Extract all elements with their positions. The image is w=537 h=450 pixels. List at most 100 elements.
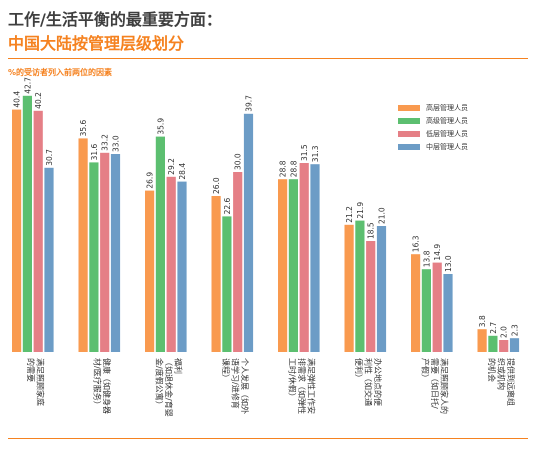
bar	[310, 164, 320, 352]
category-label-line: 语学习/进修育	[230, 358, 240, 409]
category-label-line: 产假）	[420, 358, 430, 382]
bar	[100, 152, 110, 352]
category-label-line: 金/度假公寓）	[154, 358, 164, 409]
data-label: 21.0	[378, 207, 387, 224]
data-label: 26.9	[146, 172, 155, 189]
data-label: 18.5	[367, 222, 376, 239]
category-label-line: 满足照顾家人的	[439, 358, 449, 414]
bar	[22, 95, 32, 353]
legend-label: 高级管理人员	[426, 117, 468, 125]
category-label-line: 健康（如健身器	[102, 358, 112, 414]
data-label: 21.2	[345, 206, 354, 223]
data-label: 40.2	[34, 92, 43, 109]
data-label: 13.8	[422, 250, 431, 267]
page-subtitle: 中国大陆按管理层级划分	[8, 34, 185, 53]
bar	[89, 162, 99, 352]
data-label: 28.8	[289, 160, 298, 177]
bar	[366, 241, 376, 352]
legend-item: 低层管理人员	[398, 128, 468, 140]
legend-swatch	[398, 131, 420, 137]
legend-swatch	[398, 144, 420, 150]
legend-label: 高层管理人员	[426, 104, 468, 112]
bar	[12, 109, 22, 352]
bar	[44, 167, 54, 352]
data-label: 33.2	[101, 134, 110, 151]
data-label: 13.0	[444, 255, 453, 272]
data-label: 35.9	[156, 118, 165, 135]
data-label: 29.2	[167, 158, 176, 175]
bar	[155, 136, 165, 352]
data-label: 31.3	[311, 145, 320, 162]
category-label-line: 便利）	[354, 358, 364, 382]
bar	[411, 254, 421, 352]
category-label-line: 材/医疗服务）	[93, 358, 103, 409]
legend-item: 中层管理人员	[398, 141, 468, 153]
category-label-line: 织或机构	[496, 358, 506, 390]
bar	[499, 340, 509, 352]
data-label: 40.4	[13, 91, 22, 108]
category-label-line: 的需要	[26, 358, 36, 382]
data-label: 30.7	[45, 149, 54, 166]
legend-swatch	[398, 118, 420, 124]
bar	[344, 224, 354, 352]
data-label: 31.6	[90, 143, 99, 160]
data-label: 2.0	[500, 326, 509, 338]
bar	[243, 113, 254, 352]
data-label: 28.8	[279, 160, 288, 177]
page-title: 工作/生活平衡的最重要方面：	[8, 10, 222, 29]
data-label: 21.9	[356, 202, 365, 219]
category-label-line: 排需求（如弹性	[297, 358, 307, 414]
bar	[166, 176, 176, 352]
category-label-line: 提供到远离组	[506, 358, 516, 406]
category-label-line: （如退休金/育婴	[164, 358, 174, 417]
bar	[477, 329, 487, 352]
category-label-line: 需要（如日托/	[430, 358, 440, 409]
category-label-line: 的机会	[487, 358, 497, 382]
bar	[145, 190, 155, 352]
category-label-line: 工时/休假）	[287, 358, 297, 401]
bar	[233, 172, 243, 352]
bar	[278, 179, 288, 352]
bar	[78, 138, 88, 352]
legend-label: 低层管理人员	[426, 130, 468, 138]
bar	[421, 269, 431, 352]
data-label: 3.8	[478, 315, 487, 327]
bar	[509, 338, 520, 352]
legend-label: 中层管理人员	[426, 143, 468, 151]
category-label-line: 利性（如交通	[363, 358, 373, 406]
data-label: 26.0	[212, 177, 221, 194]
category-label-line: 满足弹性工作安	[306, 358, 316, 414]
bar	[443, 274, 453, 352]
category-label: 福利（如退休金/育婴金/度假公寓）	[154, 358, 183, 417]
legend-item: 高级管理人员	[398, 115, 468, 127]
legend-swatch	[398, 105, 420, 111]
data-label: 31.5	[300, 144, 309, 161]
chart-legend: 高层管理人员 高级管理人员 低层管理人员 中层管理人员	[398, 102, 468, 154]
bar	[355, 220, 365, 352]
data-label: 22.6	[223, 197, 232, 214]
data-label: 28.4	[178, 163, 187, 180]
data-label: 30.0	[234, 153, 243, 170]
bar	[33, 110, 43, 352]
bar	[488, 335, 498, 352]
data-label: 2.3	[511, 324, 520, 336]
category-label-line: 满足照顾家庭	[36, 358, 46, 406]
data-label: 2.7	[489, 322, 498, 334]
data-label: 14.9	[433, 244, 442, 261]
bar	[110, 154, 121, 352]
bar	[222, 216, 232, 352]
category-label-line: 个人发展（如外	[240, 358, 250, 414]
data-label: 35.6	[79, 119, 88, 136]
bar	[211, 196, 221, 352]
category-label-line: 课程）	[221, 358, 230, 382]
title-divider	[8, 58, 528, 59]
bar	[432, 262, 442, 352]
bar	[376, 226, 387, 352]
legend-item: 高层管理人员	[398, 102, 468, 114]
bar	[177, 181, 187, 352]
